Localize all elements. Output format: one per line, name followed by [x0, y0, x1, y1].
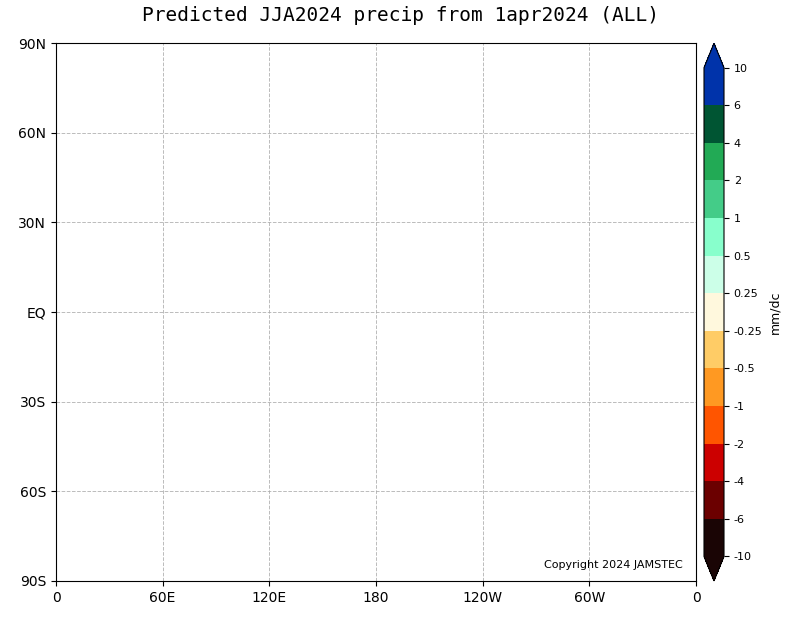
Y-axis label: mm/dc: mm/dc — [768, 290, 781, 334]
PathPatch shape — [704, 556, 724, 581]
PathPatch shape — [704, 43, 724, 68]
Text: Predicted JJA2024 precip from 1apr2024 (ALL): Predicted JJA2024 precip from 1apr2024 (… — [142, 6, 658, 25]
Text: Copyright 2024 JAMSTEC: Copyright 2024 JAMSTEC — [545, 560, 683, 570]
